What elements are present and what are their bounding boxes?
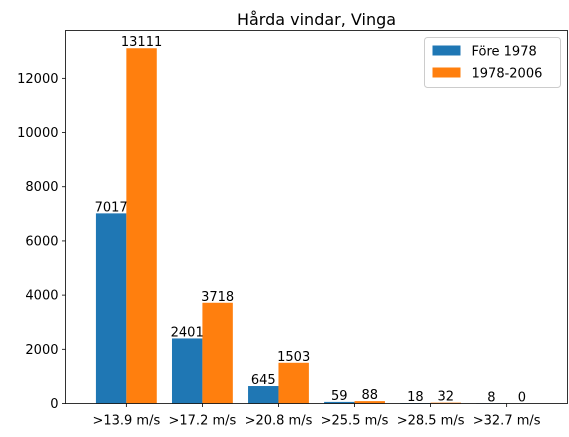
legend-swatch — [432, 67, 461, 78]
x-tick-label: >17.2 m/s — [169, 414, 237, 429]
x-tick-label: >25.5 m/s — [321, 414, 389, 429]
data-label: 13111 — [121, 35, 162, 50]
bar-series2-0 — [126, 48, 157, 404]
data-label: 0 — [518, 391, 526, 406]
data-labels-group: 7017 2401 645 59 18 8 13111 3718 1503 88 32 0 — [95, 35, 526, 405]
bar-series2-1 — [202, 302, 233, 404]
legend-label: 1978-2006 — [472, 67, 543, 82]
y-axis: 0 2000 4000 6000 8000 10000 12000 — [17, 72, 66, 412]
x-tick-label: >20.8 m/s — [245, 414, 313, 429]
legend: Före 1978 1978-2006 — [424, 37, 561, 88]
data-label: 3718 — [201, 290, 234, 305]
y-tick-label: 10000 — [17, 126, 58, 141]
bar-series1-2 — [248, 386, 279, 404]
bar-series2-3 — [354, 401, 385, 404]
data-label: 59 — [331, 389, 348, 404]
data-label: 8 — [487, 390, 495, 405]
legend-label: Före 1978 — [472, 45, 537, 60]
y-tick-label: 6000 — [25, 234, 58, 249]
x-tick-label: >28.5 m/s — [397, 414, 465, 429]
y-tick-label: 2000 — [25, 343, 58, 358]
data-label: 18 — [407, 390, 424, 405]
data-label: 88 — [361, 388, 378, 403]
data-label: 7017 — [95, 200, 128, 215]
bar-series1-3 — [324, 401, 355, 404]
x-tick-label: >13.9 m/s — [92, 414, 160, 429]
bar-series2-2 — [278, 362, 309, 404]
plot-frame — [65, 30, 568, 404]
bar-series1-1 — [171, 338, 203, 404]
y-tick-label: 8000 — [25, 180, 58, 195]
y-tick-label: 4000 — [25, 289, 58, 304]
legend-swatch — [432, 45, 461, 56]
bars-group — [95, 48, 507, 404]
data-label: 645 — [251, 373, 276, 388]
y-tick-label: 12000 — [17, 72, 58, 87]
bar-series1-0 — [95, 213, 127, 404]
bar-series2-4 — [430, 402, 462, 404]
data-label: 1503 — [277, 350, 310, 365]
data-label: 2401 — [171, 325, 204, 340]
x-axis: >13.9 m/s >17.2 m/s >20.8 m/s >25.5 m/s >28.… — [92, 403, 541, 429]
y-tick-label: 0 — [50, 397, 58, 412]
data-label: 32 — [438, 390, 455, 405]
x-tick-label: >32.7 m/s — [473, 414, 541, 429]
chart-title: Hårda vindar, Vinga — [237, 10, 396, 29]
